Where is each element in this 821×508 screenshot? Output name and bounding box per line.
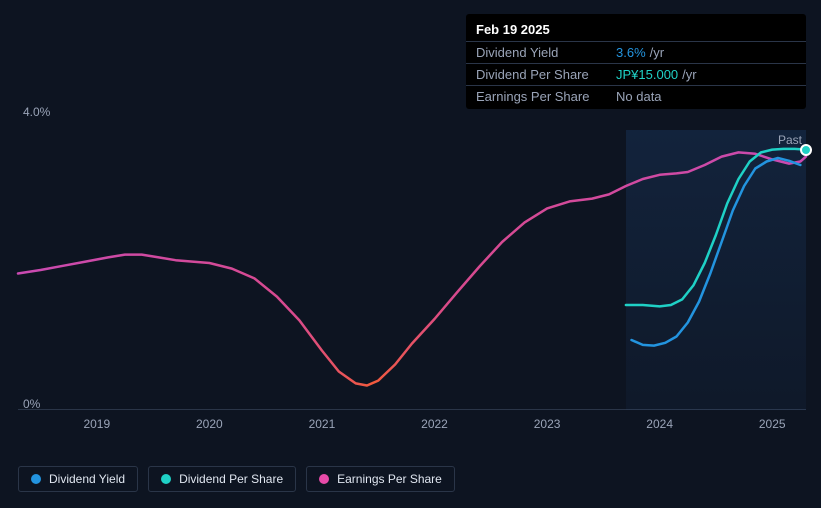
series-end-marker <box>800 144 812 156</box>
x-axis-label: 2019 <box>83 417 110 431</box>
legend-swatch <box>319 474 329 484</box>
tooltip-value: JP¥15.000 <box>616 67 678 82</box>
tooltip-suffix: /yr <box>682 67 696 82</box>
x-axis-label: 2021 <box>309 417 336 431</box>
legend-label: Earnings Per Share <box>337 472 442 486</box>
x-axis-label: 2023 <box>534 417 561 431</box>
chart-lines <box>18 130 806 410</box>
y-axis-top-label: 4.0% <box>23 105 50 119</box>
series-line <box>18 152 806 385</box>
tooltip-key: Dividend Yield <box>476 45 616 60</box>
legend-item[interactable]: Dividend Yield <box>18 466 138 492</box>
legend-swatch <box>31 474 41 484</box>
y-axis-bottom-label: 0% <box>23 397 40 411</box>
x-axis-label: 2022 <box>421 417 448 431</box>
tooltip-row: Dividend Yield3.6% /yr <box>466 41 806 63</box>
tooltip-row: Dividend Per ShareJP¥15.000/yr <box>466 63 806 85</box>
legend-item[interactable]: Earnings Per Share <box>306 466 455 492</box>
x-axis-label: 2020 <box>196 417 223 431</box>
legend-item[interactable]: Dividend Per Share <box>148 466 296 492</box>
legend-swatch <box>161 474 171 484</box>
tooltip-row: Earnings Per ShareNo data <box>466 85 806 107</box>
x-axis-label: 2025 <box>759 417 786 431</box>
tooltip-key: Earnings Per Share <box>476 89 616 104</box>
tooltip-value: 3.6% <box>616 45 646 60</box>
tooltip-title: Feb 19 2025 <box>466 20 806 41</box>
tooltip-suffix: /yr <box>650 45 664 60</box>
legend-label: Dividend Yield <box>49 472 125 486</box>
tooltip-value: No data <box>616 89 662 104</box>
x-axis-label: 2024 <box>646 417 673 431</box>
tooltip-key: Dividend Per Share <box>476 67 616 82</box>
chart-tooltip: Feb 19 2025 Dividend Yield3.6%/yrDividen… <box>466 14 806 109</box>
series-line <box>632 158 801 346</box>
series-line <box>626 149 806 307</box>
dividend-chart: 4.0% Past 0% 201920202021202220232024202… <box>18 105 806 425</box>
legend-label: Dividend Per Share <box>179 472 283 486</box>
chart-legend: Dividend Yield Dividend Per Share Earnings… <box>18 466 455 492</box>
